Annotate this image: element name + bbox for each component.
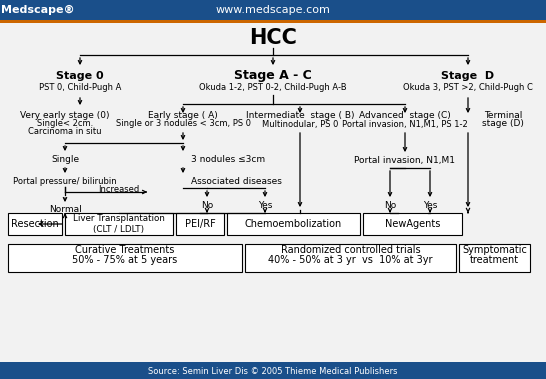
Bar bbox=[363, 213, 462, 235]
Text: Liver Transplantation
(CLT / LDLT): Liver Transplantation (CLT / LDLT) bbox=[73, 214, 165, 234]
Text: Single< 2cm.: Single< 2cm. bbox=[37, 119, 93, 128]
Bar bbox=[65, 213, 173, 235]
Text: Multinodular, PS 0: Multinodular, PS 0 bbox=[262, 119, 338, 128]
Bar bbox=[245, 244, 456, 272]
Text: Yes: Yes bbox=[423, 200, 437, 210]
Text: 50% - 75% at 5 years: 50% - 75% at 5 years bbox=[73, 255, 177, 265]
Bar bbox=[0, 20, 546, 23]
Bar bbox=[176, 213, 224, 235]
Text: Increased: Increased bbox=[98, 185, 140, 194]
Text: Very early stage (0): Very early stage (0) bbox=[20, 111, 110, 121]
Text: Stage  D: Stage D bbox=[441, 71, 495, 81]
Text: Associated diseases: Associated diseases bbox=[191, 177, 282, 186]
Text: Portal pressure/ bilirubin: Portal pressure/ bilirubin bbox=[13, 177, 117, 186]
Text: 3 nodules ≤3cm: 3 nodules ≤3cm bbox=[191, 155, 265, 164]
Text: stage (D): stage (D) bbox=[482, 119, 524, 128]
Text: Single or 3 nodules < 3cm, PS 0: Single or 3 nodules < 3cm, PS 0 bbox=[116, 119, 251, 128]
Text: PST 0, Child-Pugh A: PST 0, Child-Pugh A bbox=[39, 83, 121, 92]
Text: Intermediate  stage ( B): Intermediate stage ( B) bbox=[246, 111, 354, 121]
Text: Resection: Resection bbox=[11, 219, 59, 229]
Text: Source: Semin Liver Dis © 2005 Thieme Medical Publishers: Source: Semin Liver Dis © 2005 Thieme Me… bbox=[149, 366, 397, 376]
Text: Okuda 1-2, PST 0-2, Child-Pugh A-B: Okuda 1-2, PST 0-2, Child-Pugh A-B bbox=[199, 83, 347, 92]
Bar bbox=[459, 244, 530, 272]
Bar bbox=[0, 0, 546, 20]
Text: www.medscape.com: www.medscape.com bbox=[216, 5, 330, 15]
Text: Symptomatic: Symptomatic bbox=[462, 245, 527, 255]
Text: Normal: Normal bbox=[49, 205, 81, 215]
Text: Randomized controlled trials: Randomized controlled trials bbox=[281, 245, 420, 255]
Text: Terminal: Terminal bbox=[484, 111, 522, 121]
Text: Curative Treatments: Curative Treatments bbox=[75, 245, 175, 255]
Bar bbox=[0, 362, 546, 379]
Bar bbox=[8, 213, 62, 235]
Text: No: No bbox=[384, 200, 396, 210]
Text: Okuda 3, PST >2, Child-Pugh C: Okuda 3, PST >2, Child-Pugh C bbox=[403, 83, 533, 92]
Text: treatment: treatment bbox=[470, 255, 519, 265]
Text: No: No bbox=[201, 200, 213, 210]
Text: Portal invasion, N1,M1: Portal invasion, N1,M1 bbox=[354, 157, 455, 166]
Text: 40% - 50% at 3 yr  vs  10% at 3yr: 40% - 50% at 3 yr vs 10% at 3yr bbox=[268, 255, 433, 265]
Text: Medscape®: Medscape® bbox=[1, 5, 75, 15]
Text: Portal invasion, N1,M1, PS 1-2: Portal invasion, N1,M1, PS 1-2 bbox=[342, 119, 468, 128]
Text: Stage A - C: Stage A - C bbox=[234, 69, 312, 83]
Text: Single: Single bbox=[51, 155, 79, 164]
Text: PEI/RF: PEI/RF bbox=[185, 219, 215, 229]
Text: Chemoembolization: Chemoembolization bbox=[245, 219, 342, 229]
Text: NewAgents: NewAgents bbox=[385, 219, 440, 229]
Text: Yes: Yes bbox=[258, 200, 272, 210]
Bar bbox=[227, 213, 360, 235]
Text: HCC: HCC bbox=[249, 28, 297, 48]
Text: Stage 0: Stage 0 bbox=[56, 71, 104, 81]
Text: Carcinoma in situ: Carcinoma in situ bbox=[28, 127, 102, 136]
Bar bbox=[8, 244, 242, 272]
Text: Early stage ( A): Early stage ( A) bbox=[148, 111, 218, 121]
Text: Advanced  stage (C): Advanced stage (C) bbox=[359, 111, 451, 121]
